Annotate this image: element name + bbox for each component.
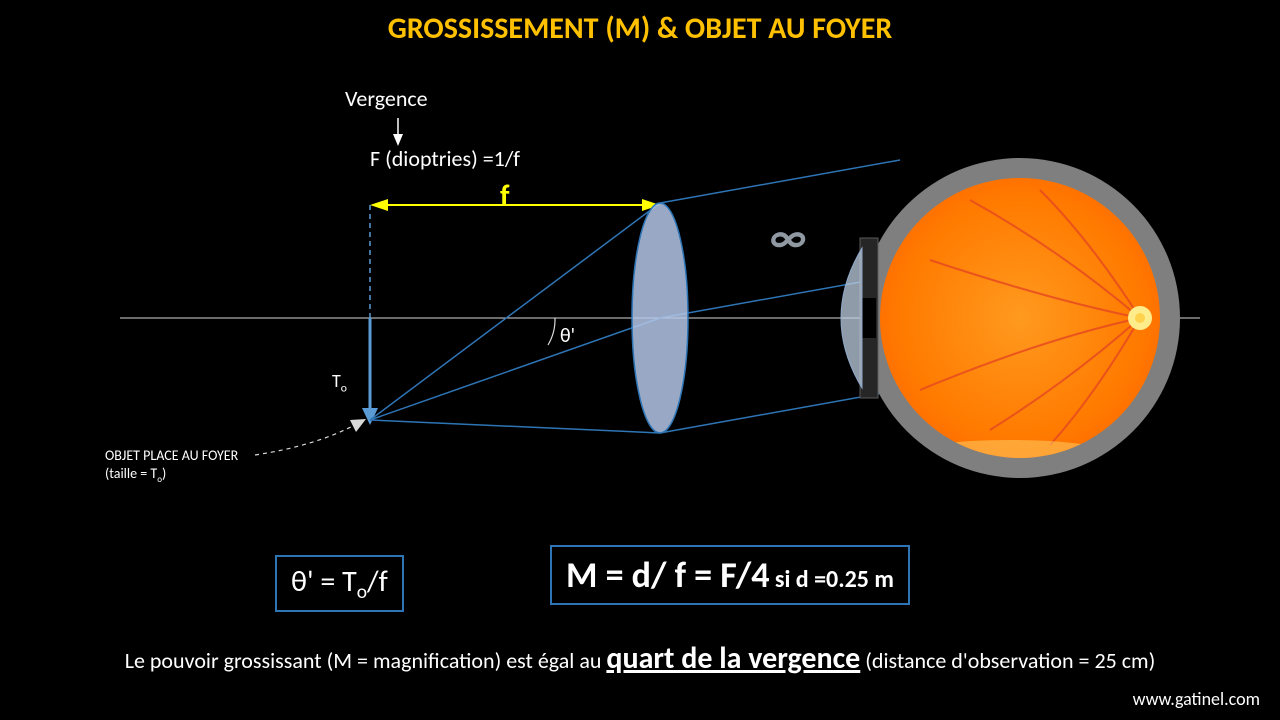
- infinity-symbol: ∞: [770, 210, 807, 264]
- objet-note-line2-pre: (taille = T: [105, 465, 157, 482]
- formula-theta: θ' = To/f: [275, 555, 404, 612]
- caption-post: (distance d'observation = 25 cm): [860, 647, 1155, 674]
- ray-top-out: [660, 160, 900, 203]
- f-label: f: [500, 178, 510, 215]
- diagram-svg: [0, 0, 1280, 720]
- lens: [632, 203, 688, 433]
- page-title: GROSSISSEMENT (M) & OBJET AU FOYER: [0, 10, 1280, 47]
- to-sub: o: [341, 382, 347, 396]
- formula-theta-suf: /f: [367, 563, 388, 600]
- f-arrow-left: [370, 199, 388, 211]
- vergence-formula: F (dioptries) =1/f: [370, 145, 520, 172]
- objet-note-pointer: [255, 422, 360, 455]
- caption-big: quart de la vergence: [606, 640, 860, 677]
- formula-m: M = d/ f = F/4 si d =0.25 m: [550, 545, 910, 605]
- to-label: To: [332, 370, 347, 396]
- objet-note-line1: OBJET PLACE AU FOYER: [105, 447, 238, 465]
- diagram-stage: GROSSISSEMENT (M) & OBJET AU FOYER Verge…: [0, 0, 1280, 720]
- ray-mid: [370, 318, 660, 420]
- ray-top: [370, 203, 660, 420]
- formula-m-tail: si d =0.25 m: [769, 565, 893, 594]
- objet-note-line2: (taille = To): [105, 465, 238, 485]
- objet-note-pointer-head: [350, 419, 366, 432]
- objet-note-line2-suf: ): [162, 465, 166, 482]
- website: www.gatinel.com: [1133, 688, 1260, 710]
- formula-m-main: M = d/ f = F/4: [566, 553, 769, 597]
- theta-label: θ': [560, 324, 575, 348]
- vergence-label: Vergence: [345, 85, 428, 112]
- eye: [841, 158, 1180, 478]
- caption-pre: Le pouvoir grossissant (M = magnificatio…: [125, 647, 607, 674]
- to-prefix: T: [332, 370, 341, 392]
- caption: Le pouvoir grossissant (M = magnificatio…: [50, 640, 1230, 677]
- theta-arc: [548, 318, 555, 345]
- formula-theta-pre: θ' = T: [291, 563, 357, 600]
- ray-bot: [370, 420, 660, 433]
- formula-theta-sub: o: [357, 580, 367, 604]
- objet-note: OBJET PLACE AU FOYER (taille = To): [105, 447, 238, 485]
